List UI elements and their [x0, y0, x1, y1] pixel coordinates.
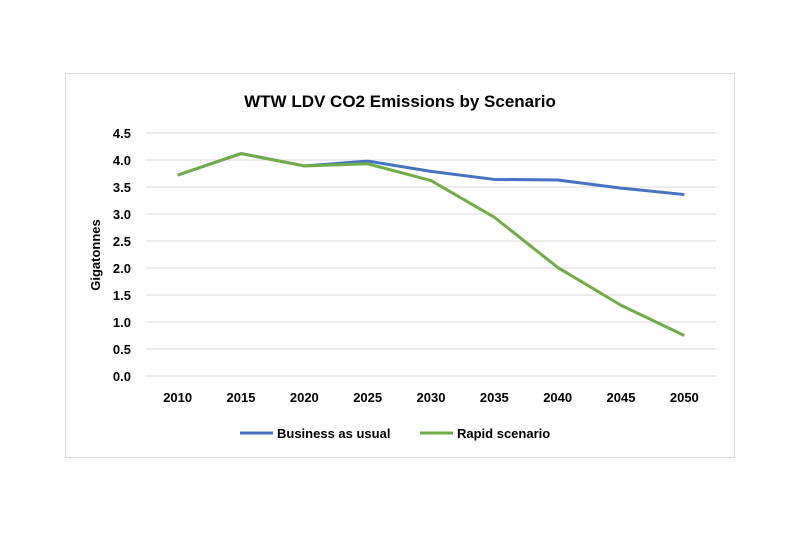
- legend-label: Business as usual: [277, 426, 390, 441]
- y-tick-label: 0.0: [113, 369, 131, 384]
- y-tick-label: 0.5: [113, 342, 131, 357]
- series-line-rapid: [177, 152, 685, 337]
- chart-title: WTW LDV CO2 Emissions by Scenario: [244, 92, 556, 111]
- y-tick-label: 1.0: [113, 315, 131, 330]
- legend-label: Rapid scenario: [457, 426, 550, 441]
- x-tick-label: 2020: [290, 390, 319, 405]
- y-tick-label: 3.5: [113, 180, 131, 195]
- y-tick-label: 4.0: [113, 153, 131, 168]
- x-tick-label: 2050: [670, 390, 699, 405]
- y-tick-label: 1.5: [113, 288, 131, 303]
- x-tick-label: 2025: [353, 390, 382, 405]
- x-tick-label: 2030: [417, 390, 446, 405]
- x-tick-label: 2010: [163, 390, 192, 405]
- x-tick-label: 2040: [543, 390, 572, 405]
- y-tick-label: 2.0: [113, 261, 131, 276]
- chart-frame: [65, 73, 735, 458]
- y-axis-label: Gigatonnes: [88, 219, 103, 291]
- x-tick-label: 2035: [480, 390, 509, 405]
- y-tick-label: 2.5: [113, 234, 131, 249]
- y-tick-label: 3.0: [113, 207, 131, 222]
- y-tick-label: 4.5: [113, 126, 131, 141]
- x-tick-label: 2015: [227, 390, 256, 405]
- x-tick-label: 2045: [607, 390, 636, 405]
